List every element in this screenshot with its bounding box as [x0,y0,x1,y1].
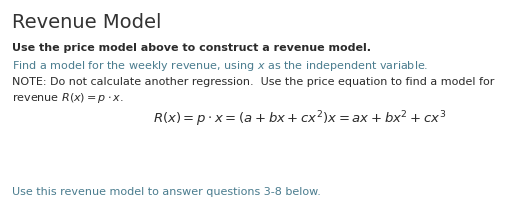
Text: NOTE: Do not calculate another regression.  Use the price equation to find a mod: NOTE: Do not calculate another regressio… [12,77,493,87]
Text: Find a model for the weekly revenue, using $x$ as the independent variable.: Find a model for the weekly revenue, usi… [12,59,428,73]
Text: $R(x) = p \cdot x = (a + bx + cx^2)x = ax + bx^2 + cx^3$: $R(x) = p \cdot x = (a + bx + cx^2)x = a… [153,109,446,129]
Text: Revenue Model: Revenue Model [12,13,161,32]
Text: Use this revenue model to answer questions 3-8 below.: Use this revenue model to answer questio… [12,187,320,197]
Text: revenue $R(x) = p \cdot x$.: revenue $R(x) = p \cdot x$. [12,91,124,105]
Text: Use the price model above to construct a revenue model.: Use the price model above to construct a… [12,43,370,53]
